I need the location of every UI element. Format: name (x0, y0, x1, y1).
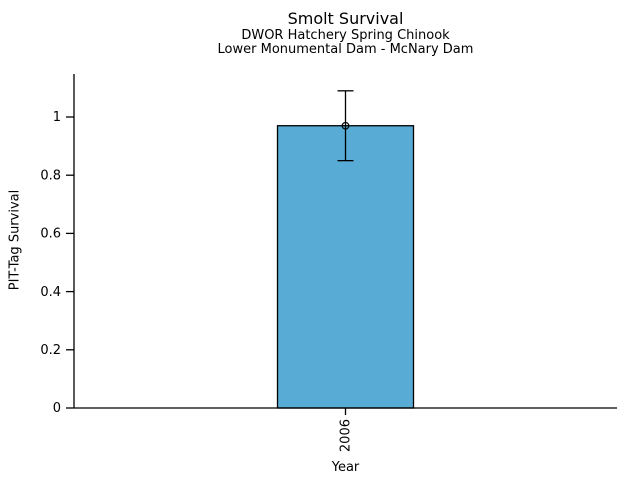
x-axis-title: Year (331, 460, 360, 475)
data-point-marker-2006 (341, 121, 350, 130)
y-tick-label-0: 0 (53, 401, 61, 416)
y-tick-label-0.2: 0.2 (40, 343, 61, 358)
chart-subtitle-line2: Lower Monumental Dam - McNary Dam (217, 42, 474, 57)
chart-title: Smolt Survival (287, 9, 404, 28)
y-tick-label-0.6: 0.6 (40, 227, 61, 242)
bar-2006 (276, 125, 415, 409)
chart-header: Smolt Survival DWOR Hatchery Spring Chin… (74, 8, 617, 57)
y-tick-label-0.4: 0.4 (40, 285, 61, 300)
y-tick-label-0.8: 0.8 (40, 168, 61, 183)
y-tick-label-1: 1 (53, 110, 61, 125)
x-tick-label-2006: 2006 (339, 419, 354, 452)
chart-subtitle-line1: DWOR Hatchery Spring Chinook (241, 28, 450, 43)
